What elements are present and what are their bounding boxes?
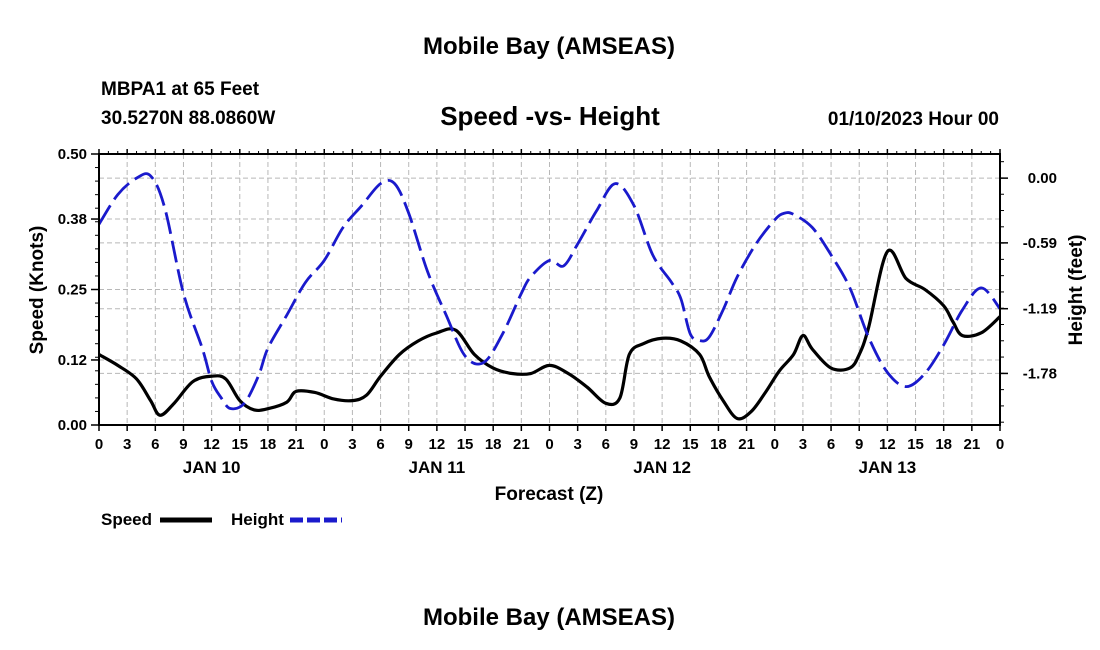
- day-label: JAN 12: [633, 458, 691, 477]
- x-tick-label: 0: [545, 436, 553, 453]
- x-axis-title: Forecast (Z): [495, 484, 604, 505]
- x-tick-label: 0: [320, 436, 328, 453]
- x-tick-label: 6: [602, 436, 610, 453]
- grid-lines: [99, 154, 1000, 425]
- x-tick-label: 0: [996, 436, 1004, 453]
- x-tick-label: 12: [879, 436, 896, 453]
- day-label: JAN 13: [859, 458, 917, 477]
- x-tick-label: 12: [429, 436, 446, 453]
- day-label: JAN 10: [183, 458, 241, 477]
- right-tick-label: 0.00: [1028, 170, 1057, 187]
- x-tick-label: 9: [405, 436, 413, 453]
- x-tick-label: 6: [827, 436, 835, 453]
- x-tick-label: 6: [151, 436, 159, 453]
- station-label: MBPA1 at 65 Feet: [101, 79, 260, 100]
- x-tick-label: 9: [855, 436, 863, 453]
- right-tick-label: -0.59: [1023, 235, 1057, 252]
- x-tick-label: 3: [573, 436, 581, 453]
- x-tick-label: 21: [964, 436, 981, 453]
- x-tick-label: 3: [348, 436, 356, 453]
- page-title: Mobile Bay (AMSEAS): [423, 33, 675, 60]
- right-axis-title: Height (feet): [1066, 235, 1087, 346]
- x-tick-label: 15: [682, 436, 699, 453]
- x-tick-label: 21: [288, 436, 305, 453]
- day-label: JAN 11: [409, 458, 466, 477]
- left-tick-label: 0.50: [58, 146, 87, 163]
- plot-series: [97, 172, 1002, 421]
- x-tick-label: 9: [630, 436, 638, 453]
- legend-height-label: Height: [231, 510, 284, 529]
- x-tick-label: 6: [376, 436, 384, 453]
- x-tick-label: 15: [907, 436, 924, 453]
- x-tick-label: 18: [260, 436, 277, 453]
- x-tick-label: 21: [738, 436, 755, 453]
- x-tick-label: 0: [771, 436, 779, 453]
- chart-title: Speed -vs- Height: [440, 101, 660, 131]
- legend-speed-label: Speed: [101, 510, 152, 529]
- x-tick-label: 15: [231, 436, 248, 453]
- x-tick-label: 3: [123, 436, 131, 453]
- left-axis-title: Speed (Knots): [27, 226, 48, 355]
- right-tick-label: -1.19: [1023, 301, 1057, 318]
- x-tick-label: 21: [513, 436, 530, 453]
- x-tick-label: 15: [457, 436, 474, 453]
- left-tick-label: 0.38: [58, 211, 87, 228]
- x-tick-label: 18: [935, 436, 952, 453]
- bottom-title: Mobile Bay (AMSEAS): [423, 604, 675, 631]
- x-tick-label: 12: [654, 436, 671, 453]
- x-tick-label: 18: [710, 436, 727, 453]
- left-tick-label: 0.25: [58, 282, 87, 299]
- left-tick-label: 0.00: [58, 417, 87, 434]
- x-tick-label: 0: [95, 436, 103, 453]
- x-tick-label: 12: [203, 436, 220, 453]
- left-tick-label: 0.12: [58, 352, 87, 369]
- coordinates-label: 30.5270N 88.0860W: [101, 108, 275, 129]
- legend: Speed Height: [101, 510, 342, 529]
- x-tick-label: 18: [485, 436, 502, 453]
- speed-series-line: [98, 248, 1002, 421]
- x-tick-label: 9: [179, 436, 187, 453]
- axes: 0 3 6 9 12 15 18 21 0 3 6 9 12 15 18 21 0 3 6 9 12 15 18 21 0 3 6 9…: [58, 146, 1057, 477]
- right-tick-label: -1.78: [1023, 365, 1057, 382]
- forecast-date: 01/10/2023 Hour 00: [828, 109, 999, 130]
- height-series-line: [97, 172, 1002, 411]
- x-tick-label: 3: [799, 436, 807, 453]
